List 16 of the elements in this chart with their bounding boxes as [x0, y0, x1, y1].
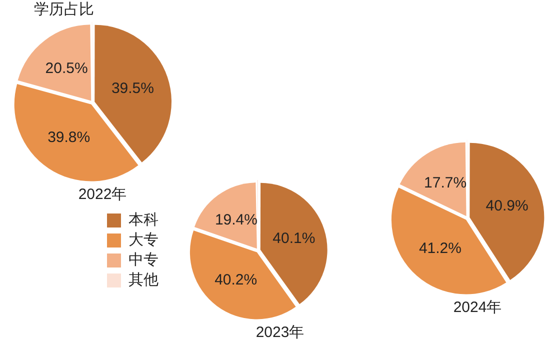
data-label: 40.1% [272, 230, 316, 248]
text: 2024年 [452, 298, 503, 317]
data-label: 17.7% [424, 174, 467, 192]
data-label: 40.9% [486, 198, 528, 215]
legend-label: 大专 [128, 232, 158, 249]
data-label: 41.2% [418, 240, 462, 258]
data-label: 20.5% [45, 60, 88, 77]
data-label: 39.8% [48, 128, 90, 146]
legend-label: 中专 [128, 252, 158, 269]
legend-label: 本科 [128, 212, 158, 229]
text: 2022年 [77, 185, 128, 204]
legend-label: 其他 [128, 272, 158, 289]
data-label: 39.5% [111, 80, 154, 97]
text: 2023年 [254, 323, 306, 342]
chart-title: 学历占比 [33, 0, 95, 20]
data-label: 40.2% [214, 272, 258, 289]
